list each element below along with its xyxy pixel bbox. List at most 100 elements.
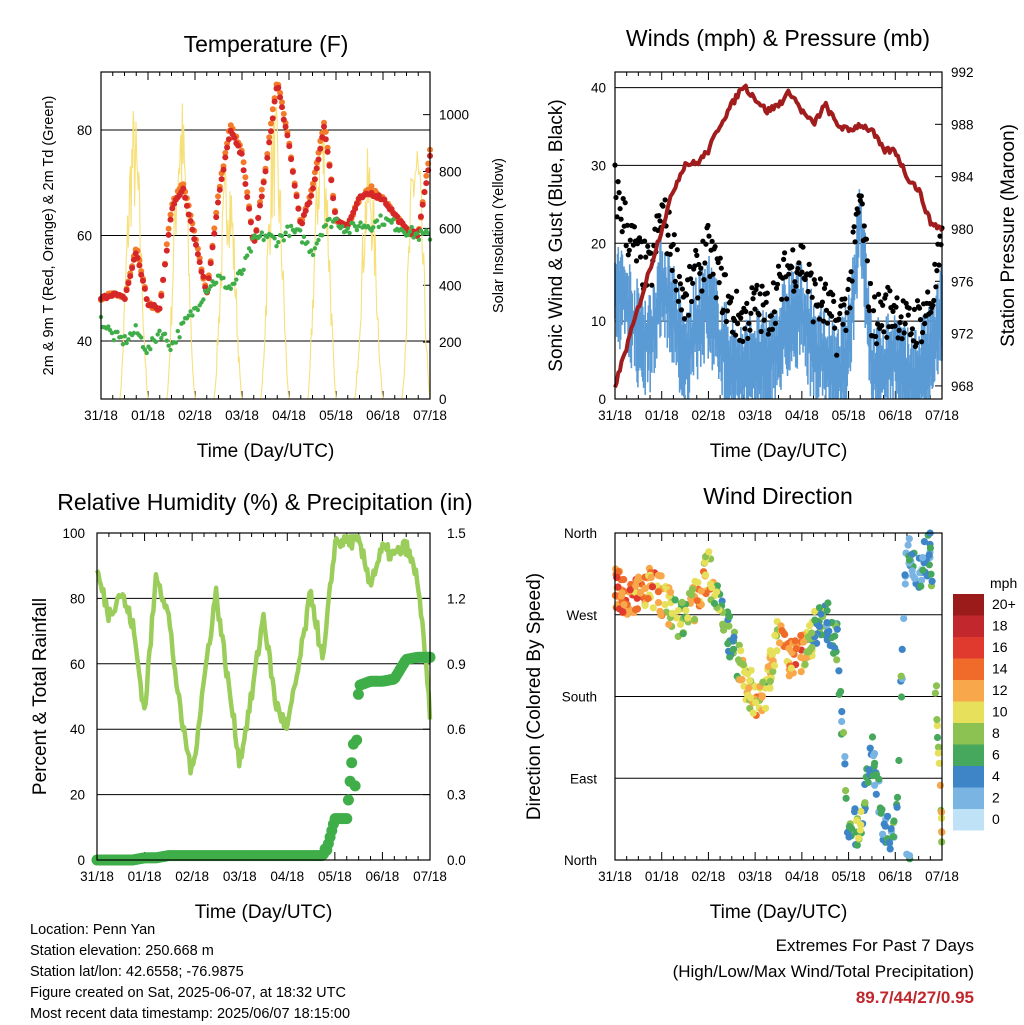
x-tick-label: 01/18 (128, 869, 162, 884)
dewpoint-point (358, 220, 363, 225)
direction-point (684, 614, 692, 622)
colorbar-label: 6 (992, 747, 1000, 763)
gust-point (645, 243, 651, 249)
direction-point (845, 823, 854, 831)
gust-point (894, 295, 900, 301)
gust-point (697, 270, 703, 277)
temp_9m-series (98, 84, 433, 313)
gust-point (750, 296, 756, 302)
gust-point (934, 268, 940, 274)
gust-point (817, 276, 824, 282)
direction-point (926, 544, 935, 552)
direction-point (758, 693, 766, 701)
colorbar-label: 0 (992, 811, 1000, 827)
temp_9m-point (295, 205, 302, 212)
direction-point (766, 677, 774, 685)
y-right-tick-label: 1.2 (447, 591, 466, 606)
gust-point (786, 271, 792, 277)
extremes-values: 89.7/44/27/0.95 (855, 988, 974, 1007)
direction-point (697, 587, 705, 595)
direction-point (853, 841, 861, 849)
dewpoint-series (98, 213, 433, 356)
direction-point (752, 699, 760, 707)
direction-point (871, 781, 879, 789)
temp_9m-point (279, 104, 285, 111)
gust-point (880, 302, 886, 308)
direction-point (909, 571, 917, 580)
gust-point (613, 194, 619, 201)
gust-point (821, 285, 828, 291)
y-tick-label: 80 (70, 591, 85, 606)
direction-point (824, 628, 832, 636)
temp_9m-point (185, 211, 192, 218)
direction-point (693, 597, 701, 605)
direction-point (661, 601, 669, 609)
gust-point (631, 224, 638, 230)
direction-point (886, 838, 894, 847)
direction-point (746, 694, 755, 702)
x-tick-label: 31/18 (84, 408, 118, 423)
gust-point (811, 277, 817, 283)
direction-point (927, 570, 935, 578)
temp_2m-point (163, 241, 170, 248)
gust-point (687, 263, 693, 270)
y-right-tick-label: 0.0 (447, 853, 466, 868)
precip-series (91, 651, 436, 866)
gust-point (936, 262, 942, 268)
gust-point (881, 329, 887, 335)
gust-point (769, 326, 776, 332)
temp_9m-point (222, 154, 229, 161)
temp_9m-point (302, 207, 309, 214)
direction-point (735, 641, 743, 649)
dewpoint-point (168, 347, 173, 353)
temp_2m-point (368, 183, 375, 190)
temp_9m-point (268, 128, 274, 135)
x-tick-label: 04/18 (270, 869, 304, 884)
x-axis-label-3: Time (Day/UTC) (710, 902, 848, 923)
temp_9m-point (403, 225, 410, 231)
direction-point (749, 709, 757, 717)
x-tick-label: 06/18 (366, 408, 400, 423)
gust-point (842, 296, 848, 302)
gust-point (642, 238, 648, 244)
direction-point (866, 744, 874, 752)
direction-point (641, 601, 649, 610)
dewpoint-point (369, 228, 374, 233)
gust-point (887, 288, 893, 294)
solar-curve (119, 110, 149, 400)
gust-point (793, 283, 799, 289)
gust-point (914, 298, 921, 304)
gust-point (850, 229, 856, 235)
direction-point (839, 729, 848, 737)
direction-point (668, 609, 676, 618)
location-text: Location: Penn Yan (30, 922, 156, 938)
temp_9m-point (191, 236, 198, 242)
gust-point (630, 242, 637, 248)
gust-point (789, 264, 795, 270)
dewpoint-point (320, 233, 325, 238)
temp_9m-point (158, 292, 165, 299)
gust-point (723, 318, 730, 325)
x-tick-label: 31/18 (598, 869, 632, 884)
gust-point (722, 272, 729, 278)
gust-point (834, 352, 840, 358)
gust-point (746, 320, 752, 326)
direction-point (736, 676, 744, 684)
direction-point (838, 708, 846, 716)
gust-point (701, 277, 707, 283)
direction-point (865, 766, 873, 774)
direction-point (613, 573, 621, 582)
solar-curve (166, 103, 196, 400)
dewpoint-point (109, 330, 115, 336)
direction-point (801, 660, 809, 669)
dewpoint-point (314, 241, 319, 246)
direction-point (890, 817, 898, 825)
y-right-tick-label: 800 (439, 165, 462, 180)
gust-point (745, 335, 751, 341)
gust-point (848, 269, 854, 275)
gust-point (678, 307, 685, 313)
extremes-box: Extremes For Past 7 Days (High/Low/Max W… (673, 933, 974, 1011)
gust-point (674, 247, 680, 253)
dewpoint-point (288, 223, 294, 229)
colorbar-swatch (953, 766, 984, 788)
